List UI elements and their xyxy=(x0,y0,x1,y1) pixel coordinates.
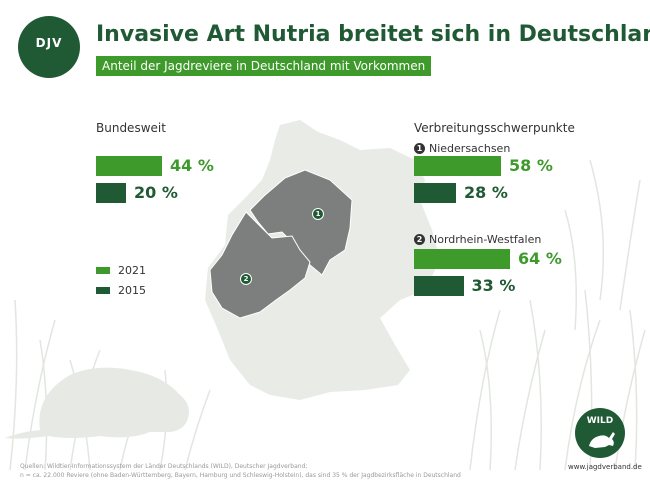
hare-icon xyxy=(589,432,615,448)
legend-2015: 2015 xyxy=(96,284,146,297)
legend-label-2015: 2015 xyxy=(118,284,146,297)
bar-bundesweit-2015 xyxy=(96,183,126,203)
label-bundesweit: Bundesweit xyxy=(96,121,166,135)
bar-label-niedersachsen-2015: 28 % xyxy=(464,183,508,202)
label-niedersachsen: 1 Niedersachsen xyxy=(414,142,510,155)
bar-label-niedersachsen-2021: 58 % xyxy=(509,156,553,175)
bar-label-nrw-2015: 33 % xyxy=(471,276,516,295)
source-line-1: Quellen: Wildtier-Informationssystem der… xyxy=(20,463,308,470)
djv-logo: DJV xyxy=(18,16,80,78)
bar-niedersachsen-2021 xyxy=(414,156,501,176)
legend-swatch-2015 xyxy=(96,287,110,294)
djv-logo-text: DJV xyxy=(35,36,63,50)
label-nrw: 2 Nordrhein-Westfalen xyxy=(414,233,541,246)
legend-label-2021: 2021 xyxy=(118,264,146,277)
website-link[interactable]: www.jagdverband.de xyxy=(568,463,642,471)
page-subtitle: Anteil der Jagdreviere in Deutschland mi… xyxy=(96,56,432,76)
source-line-2: n = ca. 22.000 Reviere (ohne Baden-Württ… xyxy=(20,472,461,479)
legend-swatch-2021 xyxy=(96,267,110,274)
bar-nrw-2015 xyxy=(414,276,464,296)
wild-logo: WILD xyxy=(575,408,625,458)
label-schwerpunkte: Verbreitungsschwerpunkte xyxy=(414,121,575,135)
bar-niedersachsen-2015 xyxy=(414,183,456,203)
nutria-silhouette xyxy=(5,367,189,439)
legend-2021: 2021 xyxy=(96,264,146,277)
bar-bundesweit-2021 xyxy=(96,156,162,176)
bar-nrw-2021 xyxy=(414,249,510,269)
bar-label-nrw-2021: 64 % xyxy=(518,249,562,268)
badge-2: 2 xyxy=(414,234,425,245)
bar-label-bundesweit-2021: 44 % xyxy=(170,156,214,175)
wild-logo-text: WILD xyxy=(586,416,614,426)
page-title: Invasive Art Nutria breitet sich in Deut… xyxy=(96,22,650,47)
map-marker-2: 2 xyxy=(240,273,252,285)
badge-1: 1 xyxy=(414,143,425,154)
map-marker-1: 1 xyxy=(312,208,324,220)
label-nrw-text: Nordrhein-Westfalen xyxy=(429,233,542,246)
region-nrw xyxy=(209,211,311,319)
label-niedersachsen-text: Niedersachsen xyxy=(429,142,511,155)
region-niedersachsen xyxy=(249,169,353,276)
bar-label-bundesweit-2015: 20 % xyxy=(134,183,178,202)
